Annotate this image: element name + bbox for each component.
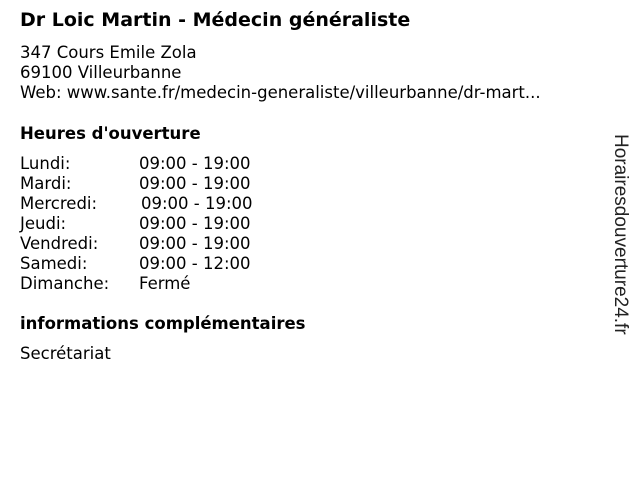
hours-row-friday: Vendredi: 09:00 - 19:00 xyxy=(20,234,251,254)
time-range: 09:00 - 19:00 xyxy=(141,194,253,213)
time-range: 09:00 - 19:00 xyxy=(139,234,251,253)
address-block: 347 Cours Emile Zola 69100 Villeurbanne … xyxy=(20,43,541,103)
hours-row-monday: Lundi: 09:00 - 19:00 xyxy=(20,154,251,174)
day-label: Samedi: xyxy=(20,254,88,273)
website-link[interactable]: Web: www.sante.fr/medecin-generaliste/vi… xyxy=(20,83,541,102)
hours-table: Lundi: 09:00 - 19:00 Mardi: 09:00 - 19:00 … xyxy=(20,154,253,294)
watermark: Horairesdouverture24.fr xyxy=(610,134,631,335)
time-range: 09:00 - 19:00 xyxy=(139,154,251,173)
day-label: Jeudi: xyxy=(20,214,67,233)
day-label: Mardi: xyxy=(20,174,72,193)
time-range: 09:00 - 19:00 xyxy=(139,214,251,233)
hours-row-sunday: Dimanche: Fermé xyxy=(20,274,190,294)
hours-heading: Heures d'ouverture xyxy=(20,124,201,143)
street-address: 347 Cours Emile Zola xyxy=(20,43,197,62)
time-range: Fermé xyxy=(139,274,191,293)
extra-info-heading: informations complémentaires xyxy=(20,314,306,333)
hours-row-thursday: Jeudi: 09:00 - 19:00 xyxy=(20,214,251,234)
hours-row-wednesday: Mercredi: 09:00 - 19:00 xyxy=(20,194,253,214)
hours-row-tuesday: Mardi: 09:00 - 19:00 xyxy=(20,174,251,194)
day-label: Vendredi: xyxy=(20,234,99,253)
day-label: Lundi: xyxy=(20,154,71,173)
time-range: 09:00 - 12:00 xyxy=(139,254,251,273)
page-title: Dr Loic Martin - Médecin généraliste xyxy=(20,9,411,31)
hours-row-saturday: Samedi: 09:00 - 12:00 xyxy=(20,254,251,274)
time-range: 09:00 - 19:00 xyxy=(139,174,251,193)
day-label: Mercredi: xyxy=(20,194,98,213)
extra-info-text: Secrétariat xyxy=(20,344,111,363)
city-address: 69100 Villeurbanne xyxy=(20,63,182,82)
day-label: Dimanche: xyxy=(20,274,110,293)
